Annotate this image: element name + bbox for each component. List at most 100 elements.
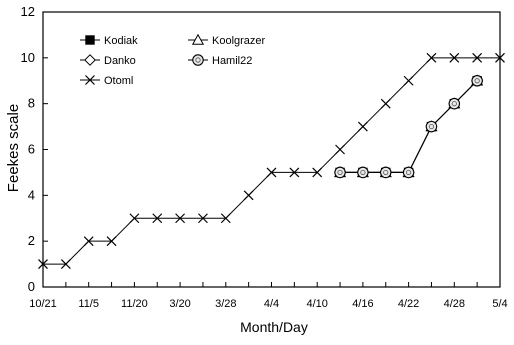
- data-point: [243, 190, 254, 201]
- marker-stroke: [403, 75, 414, 86]
- data-point: [312, 167, 323, 178]
- marker-stroke: [495, 52, 505, 63]
- data-point: [334, 166, 346, 179]
- y-axis-label: Feekes scale: [5, 104, 22, 192]
- marker-outer: [471, 75, 483, 87]
- marker-stroke: [129, 213, 140, 224]
- y-tick-label: 8: [28, 96, 35, 111]
- data-point: [198, 213, 208, 224]
- data-point: [129, 213, 140, 224]
- x-axis-label: Month/Day: [240, 319, 308, 335]
- series-layer: [38, 52, 505, 270]
- legend-label: Kodiak: [104, 35, 138, 47]
- data-point: [380, 98, 391, 109]
- data-point: [379, 166, 392, 179]
- legend-item-koolgrazer: Koolgrazer: [188, 33, 266, 47]
- data-point: [38, 259, 48, 270]
- series-koolgrazer: [334, 74, 484, 178]
- y-tick-label: 4: [28, 187, 35, 202]
- marker-stroke: [60, 259, 71, 270]
- marker-inner: [337, 169, 343, 176]
- legend: Kodiak Koolgrazer Danko Hamil22 Otoml: [80, 33, 266, 87]
- data-point: [60, 259, 71, 270]
- marker-stroke: [85, 75, 95, 85]
- series-line: [340, 80, 478, 173]
- marker-stroke: [472, 52, 483, 63]
- marker-stroke: [38, 259, 48, 270]
- marker-stroke: [198, 213, 208, 224]
- legend-label: Danko: [104, 55, 136, 67]
- data-point: [357, 121, 368, 132]
- x-tick-label: 4/16: [352, 298, 373, 310]
- legend-marker: [192, 54, 204, 66]
- x-tick-label: 11/5: [78, 298, 99, 310]
- series-otoml: [38, 52, 505, 270]
- marker-stroke: [220, 213, 231, 224]
- marker-stroke: [175, 213, 186, 224]
- marker-outer: [402, 166, 415, 179]
- data-point: [403, 75, 414, 86]
- marker-outer: [192, 54, 204, 66]
- x-tick-label: 4/28: [444, 298, 465, 310]
- marker-inner: [383, 169, 389, 176]
- data-point: [106, 236, 117, 247]
- data-point: [495, 52, 505, 63]
- y-tick-label: 0: [28, 279, 35, 294]
- data-point: [471, 75, 483, 87]
- marker-stroke: [312, 167, 323, 178]
- marker-outer: [379, 166, 392, 179]
- marker-stroke: [449, 52, 460, 63]
- marker-stroke: [357, 121, 368, 132]
- y-tick-label: 2: [28, 233, 35, 248]
- series-hamil22: [334, 75, 483, 179]
- marker-inner: [451, 101, 457, 107]
- x-tick-label: 3/28: [215, 298, 236, 310]
- marker-stroke: [83, 236, 94, 247]
- data-point: [266, 167, 277, 178]
- data-point: [472, 52, 483, 63]
- marker-outer: [334, 166, 346, 179]
- legend-marker: [85, 35, 95, 45]
- data-point: [175, 213, 186, 224]
- marker-stroke: [335, 144, 345, 155]
- series-line: [340, 80, 478, 173]
- series-line: [340, 80, 478, 173]
- data-point: [289, 167, 300, 178]
- y-tick-label: 10: [21, 50, 35, 65]
- series-danko: [334, 74, 484, 179]
- x-tick-label: 4/22: [398, 298, 419, 310]
- legend-label: Otoml: [104, 75, 133, 87]
- legend-item-danko: Danko: [80, 54, 136, 67]
- data-point: [83, 236, 94, 247]
- data-point: [449, 52, 460, 63]
- marker-outer: [448, 97, 461, 110]
- data-point: [448, 97, 461, 110]
- marker-outer: [357, 166, 369, 179]
- legend-item-kodiak: Kodiak: [80, 35, 138, 47]
- series-line: [43, 57, 500, 265]
- y-tick-label: 6: [28, 142, 35, 157]
- data-point: [357, 166, 369, 179]
- marker-outer: [425, 120, 438, 133]
- legend-item-otoml: Otoml: [80, 75, 133, 87]
- x-tick-label: 11/20: [121, 298, 148, 310]
- y-tick-label: 12: [21, 4, 35, 19]
- marker-stroke: [289, 167, 300, 178]
- data-point: [402, 166, 415, 179]
- data-point: [335, 144, 345, 155]
- marker-inner: [360, 169, 366, 176]
- legend-item-hamil22: Hamil22: [188, 54, 252, 67]
- plot-frame: [42, 11, 501, 288]
- marker-stroke: [380, 98, 391, 109]
- marker-stroke: [426, 52, 437, 63]
- x-tick-label: 4/10: [306, 298, 327, 310]
- legend-label: Hamil22: [212, 55, 252, 67]
- data-point: [425, 120, 438, 133]
- legend-marker: [84, 54, 96, 66]
- data-point: [152, 213, 163, 224]
- marker-inner: [428, 123, 435, 130]
- data-point: [220, 213, 231, 224]
- data-point: [426, 52, 437, 63]
- marker-inner: [474, 78, 480, 84]
